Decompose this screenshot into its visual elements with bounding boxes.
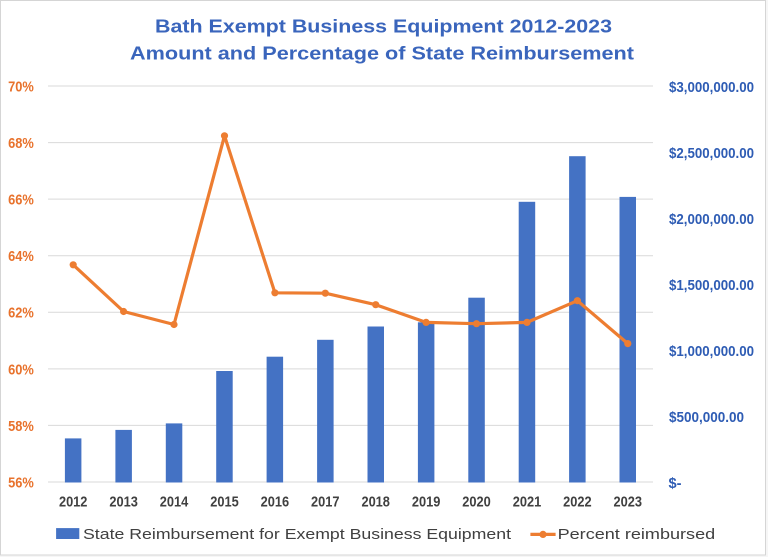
svg-text:66%: 66% [8, 192, 34, 209]
svg-text:2019: 2019 [412, 493, 441, 510]
svg-text:2021: 2021 [513, 493, 542, 510]
svg-text:2015: 2015 [210, 493, 239, 510]
svg-text:56%: 56% [8, 474, 34, 491]
svg-text:2016: 2016 [261, 493, 290, 510]
svg-text:2017: 2017 [311, 493, 340, 510]
svg-text:58%: 58% [8, 418, 34, 435]
svg-text:64%: 64% [8, 248, 34, 265]
svg-text:2022: 2022 [563, 493, 592, 510]
svg-text:Bath Exempt Business Equipment: Bath Exempt Business Equipment 2012-2023 [155, 16, 612, 37]
svg-text:$1,500,000.00: $1,500,000.00 [669, 277, 754, 294]
svg-text:2018: 2018 [361, 493, 390, 510]
svg-text:$2,500,000.00: $2,500,000.00 [669, 145, 754, 162]
svg-text:$1,000,000.00: $1,000,000.00 [669, 343, 754, 360]
svg-text:60%: 60% [8, 361, 34, 378]
svg-text:68%: 68% [8, 135, 34, 152]
svg-text:2023: 2023 [614, 493, 643, 510]
svg-text:62%: 62% [8, 305, 34, 322]
svg-text:2020: 2020 [462, 493, 491, 510]
svg-text:$500,000.00: $500,000.00 [669, 409, 744, 426]
svg-text:2014: 2014 [160, 493, 189, 510]
svg-text:70%: 70% [8, 78, 34, 95]
svg-text:$3,000,000.00: $3,000,000.00 [669, 79, 754, 96]
svg-text:Amount and Percentage of State: Amount and Percentage of State Reimburse… [130, 43, 634, 64]
svg-text:2012: 2012 [59, 493, 88, 510]
svg-text:$-: $- [669, 475, 682, 492]
svg-text:$2,000,000.00: $2,000,000.00 [669, 211, 754, 228]
svg-text:2013: 2013 [109, 493, 138, 510]
svg-text:State Reimbursement for Exempt: State Reimbursement for Exempt Business … [83, 526, 512, 543]
svg-text:Percent reimbursed: Percent reimbursed [558, 526, 716, 543]
